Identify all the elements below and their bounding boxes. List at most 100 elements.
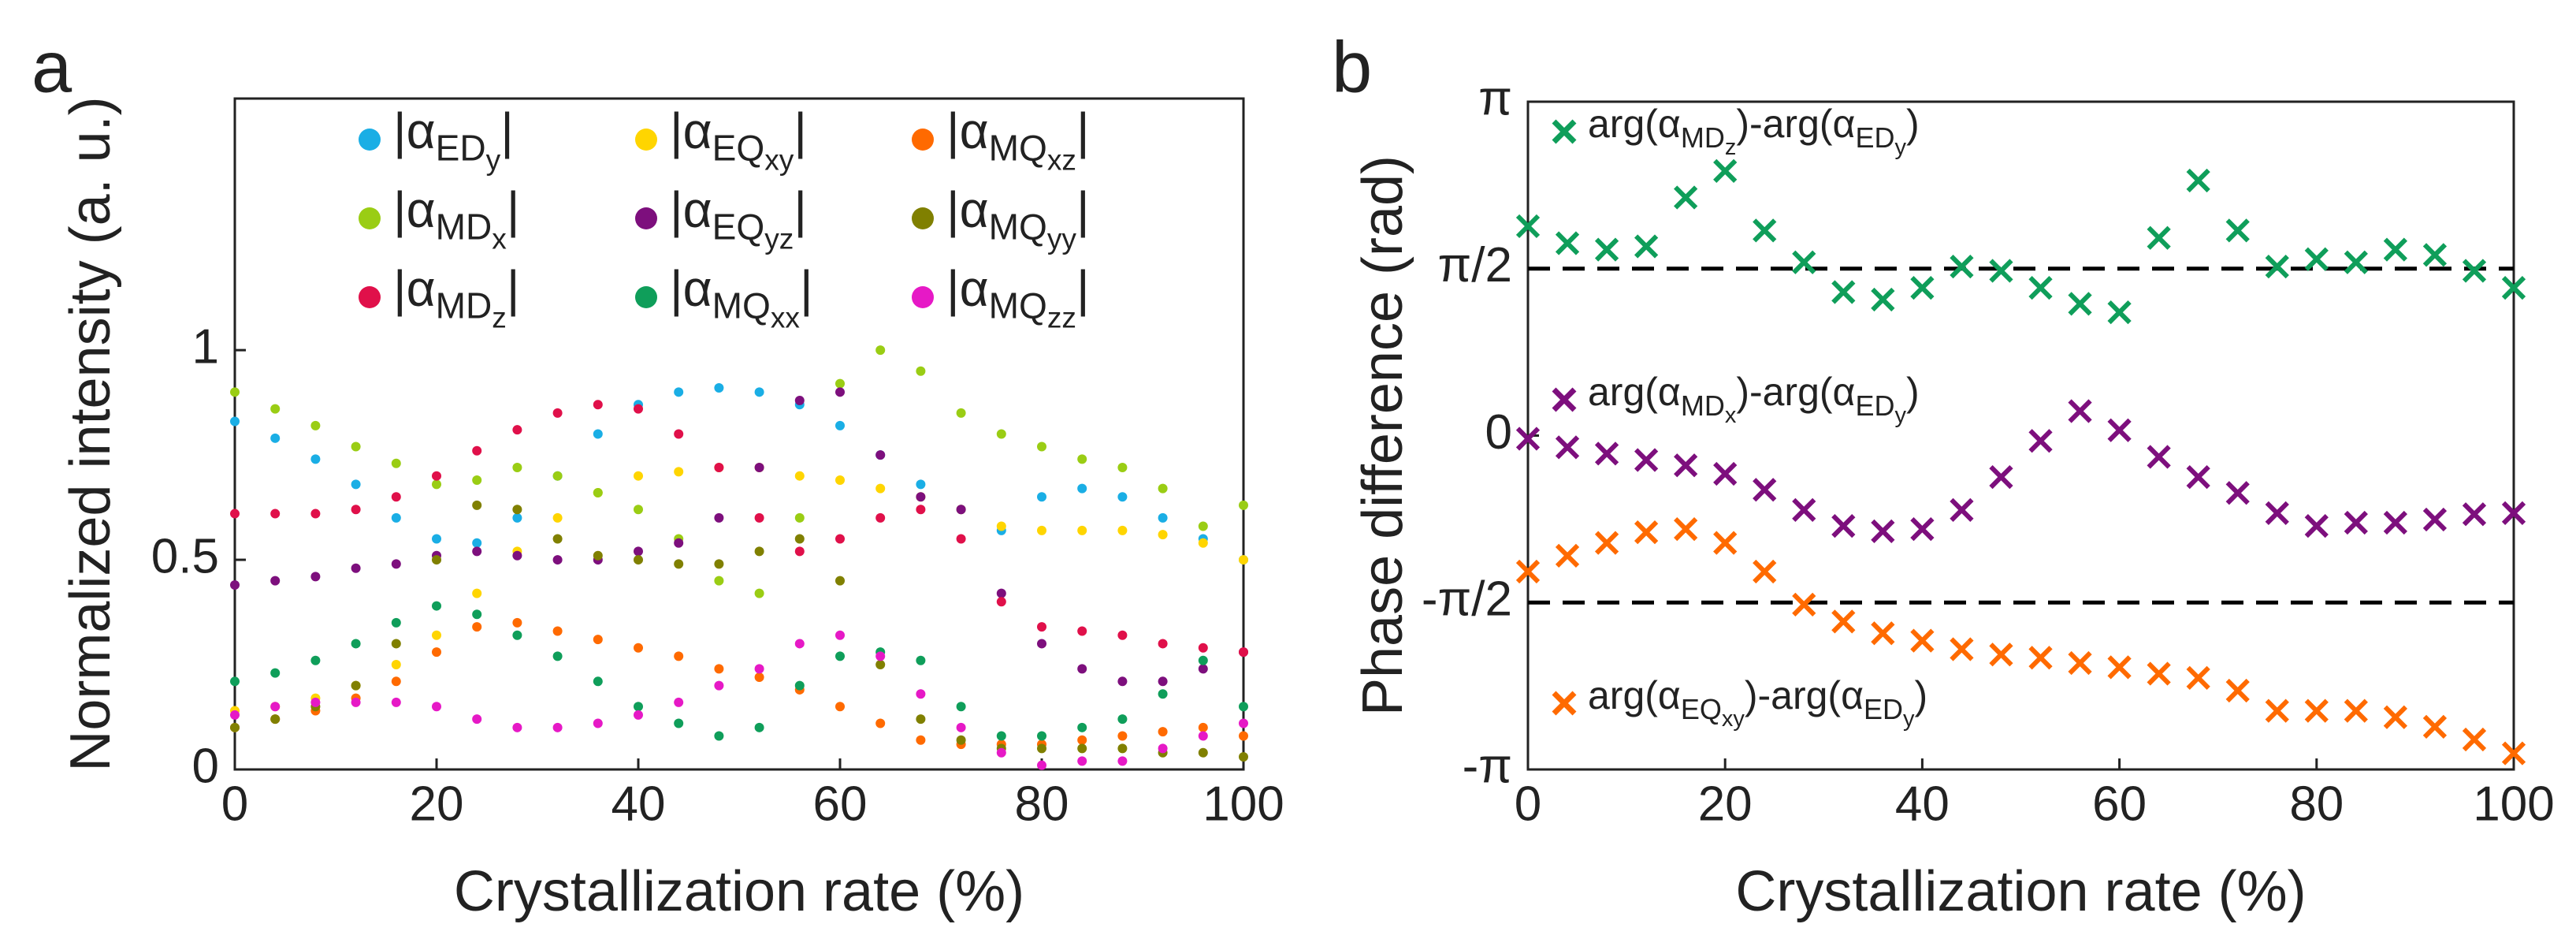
- data-point: [472, 538, 482, 548]
- data-point: [714, 382, 724, 393]
- data-point: [270, 576, 281, 586]
- data-point: [1117, 756, 1128, 766]
- data-point: [593, 718, 603, 728]
- data-point: [714, 731, 724, 741]
- data-point: [1077, 525, 1087, 535]
- data-point: [714, 512, 724, 523]
- data-point: [1198, 655, 1208, 665]
- data-point: [674, 467, 684, 477]
- data-point: [472, 609, 482, 620]
- data-point: [916, 714, 926, 725]
- data-point: [1239, 718, 1248, 728]
- data-point: [996, 597, 1006, 607]
- data-point: [552, 555, 563, 565]
- data-point: [2107, 655, 2132, 680]
- data-point: [2383, 510, 2408, 535]
- data-point: [391, 458, 401, 468]
- data-point: [1753, 218, 1777, 243]
- data-point: [996, 588, 1006, 598]
- data-point: [1989, 464, 2013, 490]
- data-point: [1117, 714, 1128, 725]
- data-point: [956, 702, 966, 712]
- data-point: [512, 512, 522, 523]
- data-point: [714, 576, 724, 586]
- data-point: [310, 420, 321, 430]
- data-point: [2304, 699, 2329, 723]
- data-point: [1515, 559, 1541, 584]
- data-point: [1239, 752, 1248, 762]
- data-point: [512, 630, 522, 640]
- data-point: [310, 697, 321, 707]
- data-point: [351, 479, 361, 490]
- legend-marker: [912, 286, 934, 308]
- x-tick-label: 20: [1698, 777, 1753, 831]
- data-point: [1713, 461, 1738, 486]
- data-point: [2265, 501, 2289, 526]
- legend-label: |αEQyz|: [670, 181, 807, 255]
- data-point: [1910, 628, 1935, 653]
- data-point: [1989, 259, 2013, 283]
- data-point: [916, 366, 926, 376]
- data-point: [956, 735, 966, 745]
- data-point: [794, 471, 805, 481]
- data-point: [270, 404, 281, 414]
- data-point: [2422, 714, 2448, 739]
- data-point: [1515, 427, 1541, 451]
- data-point: [754, 664, 764, 674]
- data-point: [2147, 225, 2171, 250]
- data-point: [2186, 665, 2210, 690]
- data-point: [351, 505, 361, 515]
- data-point: [512, 550, 522, 561]
- data-point: [1713, 531, 1738, 555]
- data-point: [2028, 429, 2053, 453]
- data-point: [1077, 664, 1087, 674]
- panel-label: a: [32, 27, 72, 107]
- data-point: [1037, 441, 1046, 452]
- data-point: [512, 505, 522, 515]
- data-point: [1037, 743, 1046, 754]
- data-point: [512, 425, 522, 435]
- data-point: [2462, 502, 2487, 527]
- data-point: [391, 617, 401, 628]
- x-tick-label: 80: [1015, 777, 1069, 831]
- data-point: [1753, 478, 1777, 502]
- x-tick-label: 40: [1895, 777, 1950, 831]
- data-point: [2422, 507, 2448, 532]
- data-point: [634, 505, 643, 515]
- data-point: [230, 722, 240, 732]
- data-point: [552, 651, 563, 661]
- data-point: [1158, 727, 1168, 737]
- data-point: [2147, 661, 2171, 686]
- legend-marker: [635, 129, 657, 151]
- data-point: [1077, 454, 1087, 464]
- data-point: [1910, 276, 1935, 300]
- data-point: [432, 555, 441, 565]
- data-point: [916, 479, 926, 490]
- data-point: [391, 559, 401, 569]
- data-point: [1594, 237, 1619, 262]
- legend-label: |αEDy|: [393, 102, 514, 176]
- data-point: [593, 676, 603, 687]
- data-point: [916, 492, 926, 502]
- data-point: [916, 689, 926, 699]
- data-point: [674, 429, 684, 439]
- data-point: [2383, 237, 2408, 262]
- data-point: [1594, 531, 1619, 555]
- data-point: [1831, 609, 1856, 634]
- data-point: [674, 718, 684, 728]
- data-point: [1871, 287, 1895, 312]
- data-point: [754, 588, 764, 598]
- data-point: [835, 378, 845, 389]
- data-point: [916, 505, 926, 515]
- data-point: [1037, 622, 1046, 632]
- legend-label: |αMQzz|: [946, 260, 1090, 333]
- data-point: [754, 387, 764, 397]
- legend-marker: [359, 129, 381, 151]
- data-point: [835, 420, 845, 430]
- data-point: [2107, 300, 2132, 325]
- data-point: [916, 735, 926, 745]
- x-tick-label: 60: [813, 777, 868, 831]
- data-point: [1158, 483, 1168, 494]
- x-tick-label: 80: [2289, 777, 2344, 831]
